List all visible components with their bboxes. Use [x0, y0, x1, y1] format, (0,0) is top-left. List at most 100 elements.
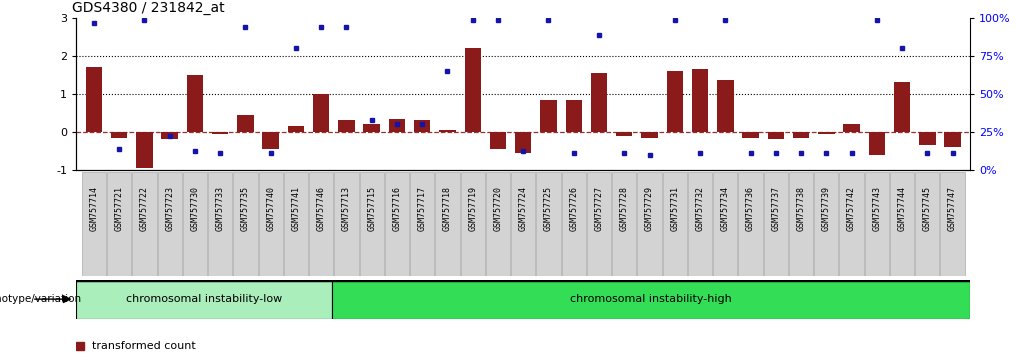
Bar	[212, 132, 229, 134]
Text: GSM757733: GSM757733	[215, 186, 225, 231]
Text: GSM757714: GSM757714	[89, 186, 99, 231]
Bar	[869, 132, 885, 155]
FancyBboxPatch shape	[511, 172, 535, 276]
FancyBboxPatch shape	[234, 172, 257, 276]
Text: GSM757730: GSM757730	[190, 186, 199, 231]
Bar	[237, 115, 254, 132]
Bar	[136, 132, 152, 168]
Text: GSM757731: GSM757731	[671, 186, 680, 231]
FancyBboxPatch shape	[334, 172, 359, 276]
FancyBboxPatch shape	[258, 172, 282, 276]
Bar	[111, 132, 127, 138]
Bar	[515, 132, 531, 153]
Bar	[364, 124, 380, 132]
Bar	[666, 71, 683, 132]
Text: GSM757743: GSM757743	[873, 186, 881, 231]
FancyBboxPatch shape	[360, 172, 384, 276]
FancyBboxPatch shape	[460, 172, 485, 276]
Bar	[566, 99, 582, 132]
FancyBboxPatch shape	[435, 172, 459, 276]
Text: GSM757716: GSM757716	[392, 186, 401, 231]
Text: GSM757741: GSM757741	[292, 186, 301, 231]
FancyBboxPatch shape	[587, 172, 612, 276]
FancyBboxPatch shape	[183, 172, 207, 276]
Bar	[792, 132, 810, 138]
Text: GSM757745: GSM757745	[923, 186, 932, 231]
Text: GSM757725: GSM757725	[544, 186, 553, 231]
Bar	[76, 280, 331, 319]
Text: GSM757736: GSM757736	[746, 186, 755, 231]
Text: GSM757734: GSM757734	[720, 186, 729, 231]
Text: GSM757715: GSM757715	[367, 186, 376, 231]
FancyBboxPatch shape	[637, 172, 661, 276]
Bar	[439, 130, 456, 132]
Text: GSM757727: GSM757727	[594, 186, 604, 231]
Text: transformed count: transformed count	[92, 341, 196, 350]
FancyBboxPatch shape	[613, 172, 636, 276]
Text: GSM757738: GSM757738	[797, 186, 806, 231]
Bar	[187, 75, 203, 132]
Bar	[288, 126, 304, 132]
Text: GSM757723: GSM757723	[166, 186, 174, 231]
FancyBboxPatch shape	[486, 172, 510, 276]
Bar	[616, 132, 633, 136]
Text: GSM757724: GSM757724	[519, 186, 527, 231]
Text: GSM757718: GSM757718	[443, 186, 452, 231]
FancyBboxPatch shape	[941, 172, 965, 276]
Text: GSM757720: GSM757720	[494, 186, 503, 231]
FancyBboxPatch shape	[208, 172, 233, 276]
Text: GSM757735: GSM757735	[241, 186, 250, 231]
FancyBboxPatch shape	[132, 172, 156, 276]
Bar	[692, 69, 708, 132]
Text: chromosomal instability-low: chromosomal instability-low	[126, 294, 282, 304]
Bar	[945, 132, 961, 147]
FancyBboxPatch shape	[713, 172, 738, 276]
Bar	[313, 94, 329, 132]
Bar	[389, 119, 405, 132]
Bar	[717, 80, 734, 132]
Bar	[590, 73, 608, 132]
Text: GSM757746: GSM757746	[317, 186, 326, 231]
FancyBboxPatch shape	[107, 172, 131, 276]
Text: GSM757717: GSM757717	[418, 186, 427, 231]
Bar	[894, 82, 910, 132]
FancyBboxPatch shape	[764, 172, 788, 276]
Text: chromosomal instability-high: chromosomal instability-high	[570, 294, 732, 304]
FancyBboxPatch shape	[814, 172, 838, 276]
Bar	[641, 132, 657, 138]
Bar	[743, 132, 759, 138]
FancyBboxPatch shape	[688, 172, 712, 276]
Bar	[262, 132, 278, 149]
Bar	[919, 132, 936, 145]
FancyBboxPatch shape	[536, 172, 561, 276]
Text: GSM757721: GSM757721	[115, 186, 124, 231]
FancyBboxPatch shape	[283, 172, 308, 276]
Text: GSM757722: GSM757722	[140, 186, 149, 231]
Text: GSM757726: GSM757726	[569, 186, 578, 231]
Bar	[768, 132, 784, 139]
Bar	[464, 48, 481, 132]
Text: GSM757739: GSM757739	[822, 186, 831, 231]
Bar	[414, 120, 431, 132]
FancyBboxPatch shape	[739, 172, 763, 276]
Bar	[843, 124, 860, 132]
Bar	[331, 280, 970, 319]
Bar	[85, 67, 102, 132]
FancyBboxPatch shape	[662, 172, 687, 276]
Text: GSM757732: GSM757732	[696, 186, 704, 231]
Text: GSM757719: GSM757719	[468, 186, 478, 231]
Bar	[541, 99, 557, 132]
Text: genotype/variation: genotype/variation	[0, 294, 81, 304]
Text: GDS4380 / 231842_at: GDS4380 / 231842_at	[72, 1, 225, 15]
Text: GSM757737: GSM757737	[771, 186, 780, 231]
Bar	[338, 120, 355, 132]
Bar	[490, 132, 506, 149]
Text: GSM757747: GSM757747	[948, 186, 957, 231]
Text: GSM757728: GSM757728	[620, 186, 629, 231]
FancyBboxPatch shape	[789, 172, 813, 276]
FancyBboxPatch shape	[839, 172, 864, 276]
FancyBboxPatch shape	[309, 172, 333, 276]
Text: GSM757729: GSM757729	[645, 186, 654, 231]
Text: GSM757744: GSM757744	[897, 186, 906, 231]
Text: GSM757713: GSM757713	[342, 186, 351, 231]
